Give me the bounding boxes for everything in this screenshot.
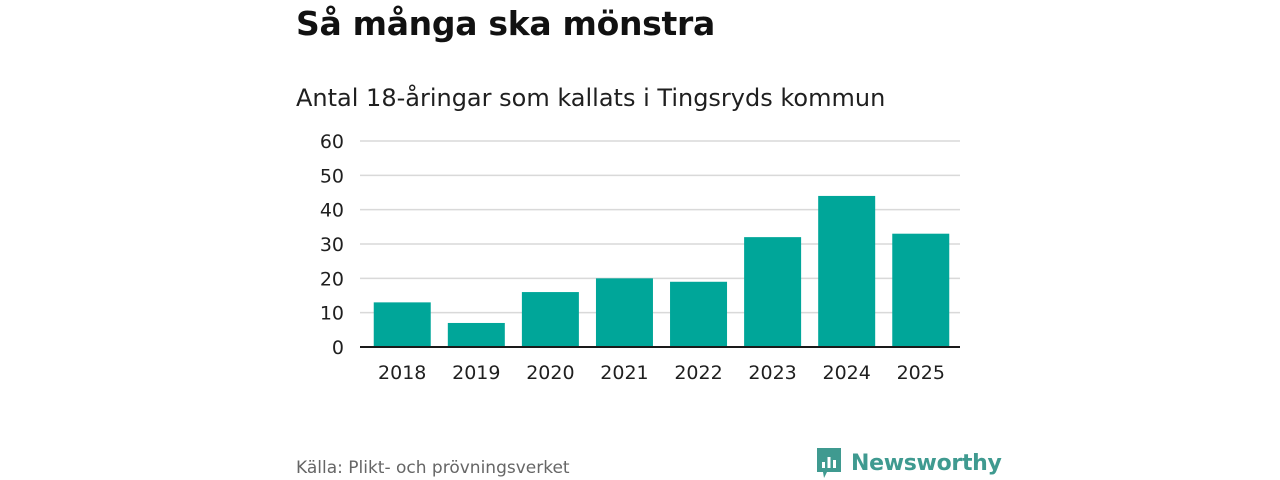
y-tick-label: 30 [320, 234, 344, 256]
y-tick-label: 10 [320, 303, 344, 325]
x-tick-label: 2018 [378, 362, 426, 384]
x-axis-ticks: 2018 2019 2020 2021 2022 2023 2024 2025 [378, 362, 945, 384]
bar-2024 [818, 195, 876, 347]
source-note: Källa: Plikt- och prövningsverket [296, 458, 570, 478]
x-tick-label: 2024 [823, 362, 871, 384]
bar-2020 [521, 292, 579, 347]
brand-name: Newsworthy [851, 450, 1002, 476]
y-tick-label: 0 [332, 337, 344, 359]
x-tick-label: 2021 [600, 362, 648, 384]
y-axis-ticks: 0 10 20 30 40 50 60 [320, 131, 344, 359]
x-tick-label: 2020 [526, 362, 574, 384]
x-tick-label: 2019 [452, 362, 500, 384]
y-tick-label: 40 [320, 200, 344, 222]
bar-2018 [373, 302, 431, 347]
chart-subtitle: Antal 18-åringar som kallats i Tingsryds… [296, 84, 886, 112]
bar-2021 [595, 278, 653, 347]
bar-2022 [670, 281, 728, 347]
x-tick-label: 2022 [674, 362, 722, 384]
bar-2019 [447, 322, 505, 347]
y-tick-label: 20 [320, 268, 344, 290]
bars [373, 195, 950, 347]
brand-logo: Newsworthy [815, 446, 1002, 480]
x-tick-label: 2025 [897, 362, 945, 384]
y-tick-label: 50 [320, 165, 344, 187]
newsworthy-logo-icon [817, 448, 841, 478]
bar-2025 [892, 233, 950, 347]
y-tick-label: 60 [320, 131, 344, 153]
x-tick-label: 2023 [748, 362, 796, 384]
chart-title: Så många ska mönstra [296, 4, 715, 43]
bar-2023 [744, 237, 802, 347]
